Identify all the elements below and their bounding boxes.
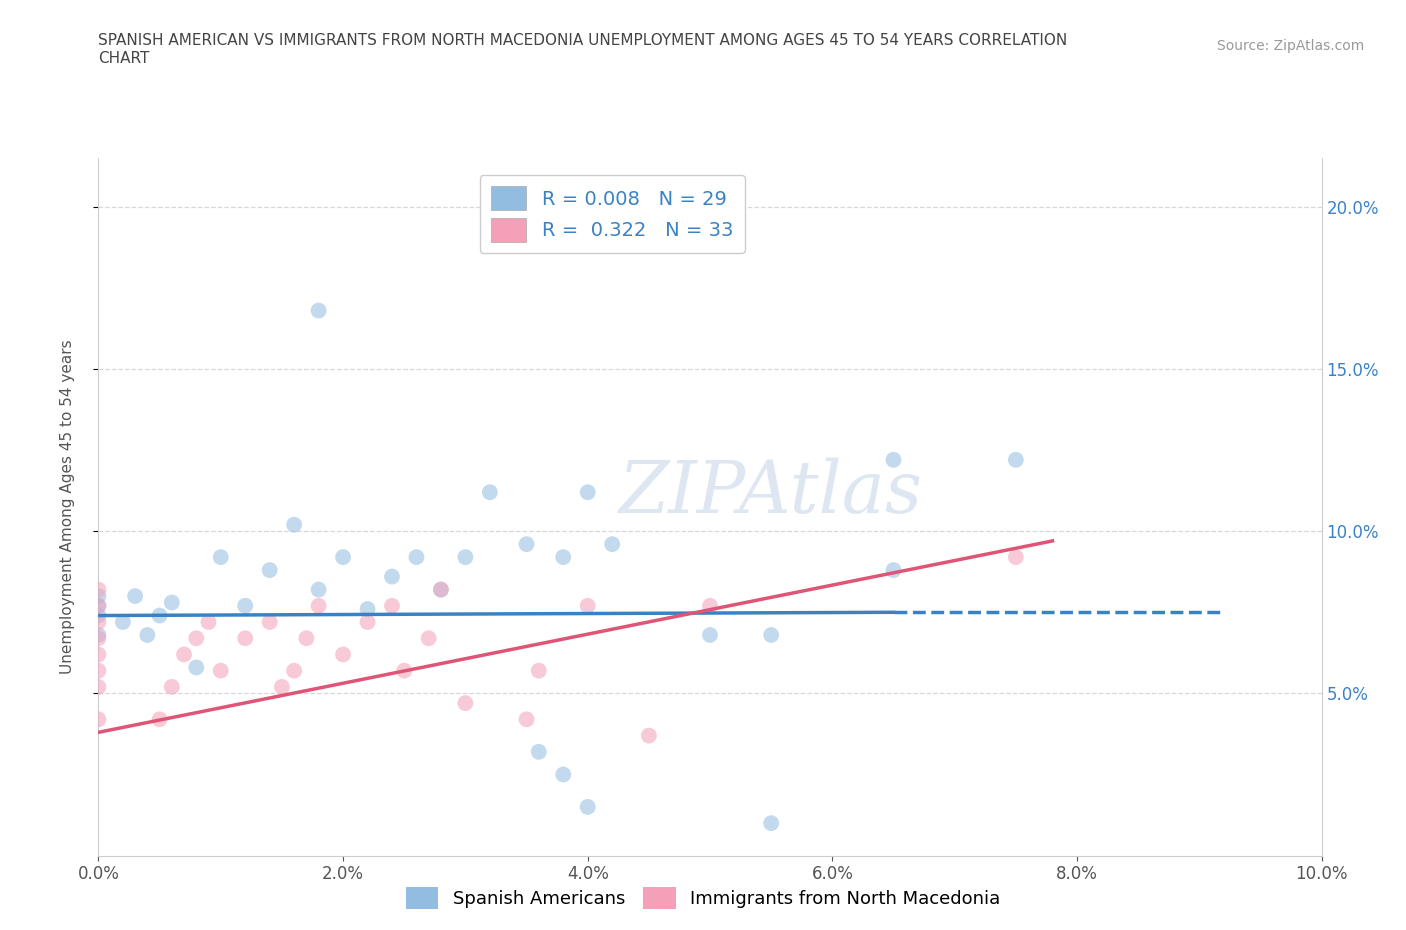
Point bbox=[259, 615, 281, 630]
Point bbox=[381, 569, 404, 584]
Point bbox=[576, 800, 599, 815]
Point bbox=[478, 485, 501, 499]
Point bbox=[87, 598, 110, 613]
Point bbox=[124, 589, 146, 604]
Point bbox=[270, 680, 292, 695]
Point bbox=[381, 598, 404, 613]
Point bbox=[87, 598, 110, 613]
Point bbox=[637, 728, 661, 743]
Point bbox=[1004, 550, 1026, 565]
Point bbox=[430, 582, 453, 597]
Point bbox=[553, 550, 575, 565]
Legend: Spanish Americans, Immigrants from North Macedonia: Spanish Americans, Immigrants from North… bbox=[398, 880, 1008, 916]
Point bbox=[259, 563, 281, 578]
Point bbox=[699, 628, 721, 643]
Point bbox=[576, 485, 599, 499]
Point bbox=[356, 615, 378, 630]
Point bbox=[87, 663, 110, 678]
Point bbox=[392, 663, 416, 678]
Text: ZIPAtlas: ZIPAtlas bbox=[619, 458, 924, 528]
Text: Source: ZipAtlas.com: Source: ZipAtlas.com bbox=[1216, 39, 1364, 53]
Point bbox=[600, 537, 623, 551]
Point bbox=[87, 680, 110, 695]
Point bbox=[233, 631, 256, 645]
Point bbox=[553, 767, 575, 782]
Point bbox=[111, 615, 134, 630]
Point bbox=[209, 663, 232, 678]
Point bbox=[356, 602, 378, 617]
Point bbox=[454, 696, 477, 711]
Point bbox=[197, 615, 219, 630]
Point bbox=[136, 628, 159, 643]
Legend: R = 0.008   N = 29, R =  0.322   N = 33: R = 0.008 N = 29, R = 0.322 N = 33 bbox=[479, 175, 745, 253]
Point bbox=[527, 663, 550, 678]
Point bbox=[233, 598, 256, 613]
Point bbox=[699, 598, 721, 613]
Point bbox=[87, 589, 110, 604]
Point bbox=[405, 550, 427, 565]
Point bbox=[1004, 452, 1026, 467]
Point bbox=[883, 452, 905, 467]
Point bbox=[283, 663, 305, 678]
Point bbox=[418, 631, 440, 645]
Point bbox=[454, 550, 477, 565]
Point bbox=[308, 303, 330, 318]
Point bbox=[332, 647, 354, 662]
Point bbox=[759, 628, 782, 643]
Point bbox=[295, 631, 318, 645]
Point bbox=[87, 647, 110, 662]
Point bbox=[516, 711, 538, 726]
Point bbox=[209, 550, 232, 565]
Point bbox=[173, 647, 195, 662]
Text: CHART: CHART bbox=[98, 51, 150, 66]
Point bbox=[160, 595, 183, 610]
Point bbox=[87, 615, 110, 630]
Point bbox=[87, 628, 110, 643]
Point bbox=[160, 680, 183, 695]
Point bbox=[883, 563, 905, 578]
Point bbox=[186, 660, 208, 675]
Point bbox=[87, 711, 110, 726]
Point bbox=[332, 550, 354, 565]
Point bbox=[87, 608, 110, 623]
Text: SPANISH AMERICAN VS IMMIGRANTS FROM NORTH MACEDONIA UNEMPLOYMENT AMONG AGES 45 T: SPANISH AMERICAN VS IMMIGRANTS FROM NORT… bbox=[98, 33, 1067, 47]
Point bbox=[308, 598, 330, 613]
Point bbox=[516, 537, 538, 551]
Point bbox=[430, 582, 453, 597]
Point bbox=[87, 631, 110, 645]
Point bbox=[149, 711, 172, 726]
Point bbox=[308, 582, 330, 597]
Point bbox=[527, 744, 550, 759]
Point bbox=[283, 517, 305, 532]
Y-axis label: Unemployment Among Ages 45 to 54 years: Unemployment Among Ages 45 to 54 years bbox=[60, 339, 75, 674]
Point bbox=[576, 598, 599, 613]
Point bbox=[149, 608, 172, 623]
Point bbox=[87, 582, 110, 597]
Point bbox=[759, 816, 782, 830]
Point bbox=[186, 631, 208, 645]
